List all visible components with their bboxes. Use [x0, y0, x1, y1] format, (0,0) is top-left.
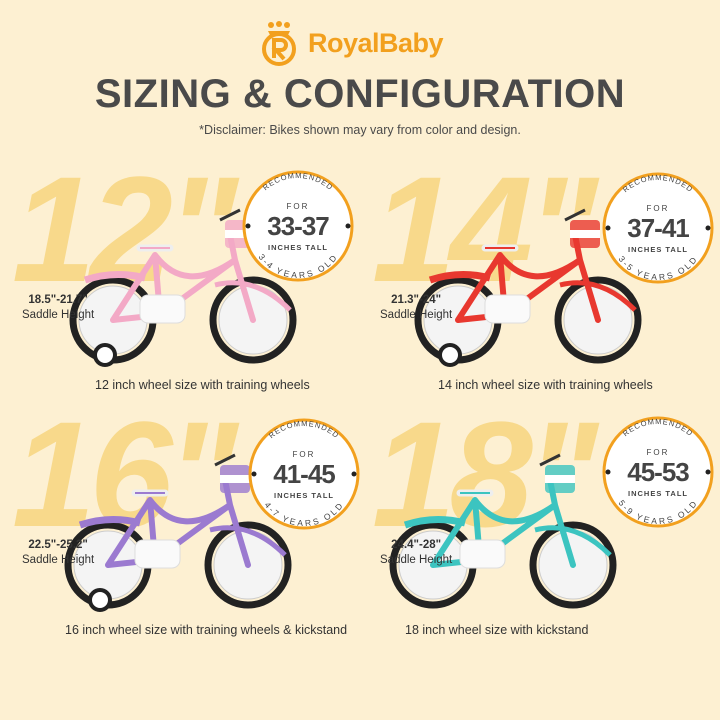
saddle-label: Saddle Height: [380, 554, 453, 566]
brand-logo: RoyalBaby: [258, 20, 444, 66]
bike-image: [389, 453, 617, 609]
recommended-height-badge: RECOMMENDED FOR 33-37 INCHES TALL 3-4 YE…: [242, 170, 354, 282]
saddle-label: Saddle Height: [380, 309, 453, 321]
crowned-r-logo-icon: [262, 21, 296, 66]
saddle-height: 24.4"-28" Saddle Height: [380, 538, 452, 568]
bike-image: [414, 208, 642, 367]
badge-for: FOR: [647, 204, 670, 213]
saddle-range: 18.5"-21.7": [28, 294, 88, 306]
wheel-size-caption: 16 inch wheel size with training wheels …: [65, 623, 348, 637]
badge-for: FOR: [287, 202, 310, 211]
bike-image: [64, 453, 292, 612]
badge-for: FOR: [293, 450, 316, 459]
saddle-label: Saddle Height: [22, 309, 95, 321]
wheel-size-caption: 12 inch wheel size with training wheels: [95, 378, 310, 392]
saddle-height: 22.5"-25.2" Saddle Height: [22, 538, 94, 568]
badge-for: FOR: [647, 448, 670, 457]
bike-image: [69, 208, 297, 367]
badge-height-range: 41-45: [273, 459, 335, 489]
saddle-height: 18.5"-21.7" Saddle Height: [22, 293, 94, 323]
saddle-height: 21.3"-24" Saddle Height: [380, 293, 452, 323]
badge-height-range: 33-37: [267, 211, 329, 241]
disclaimer: *Disclaimer: Bikes shown may vary from c…: [199, 123, 521, 137]
badge-height-range: 45-53: [627, 457, 689, 487]
badge-height-unit: INCHES TALL: [274, 491, 334, 500]
saddle-label: Saddle Height: [22, 554, 95, 566]
page-title: SIZING & CONFIGURATION: [94, 72, 626, 116]
wheel-size-caption: 14 inch wheel size with training wheels: [438, 378, 653, 392]
recommended-height-badge: RECOMMENDED FOR 41-45 INCHES TALL 4-7 YE…: [248, 418, 360, 530]
recommended-height-badge: RECOMMENDED FOR 45-53 INCHES TALL 5-9 YE…: [602, 416, 714, 528]
badge-height-unit: INCHES TALL: [268, 243, 328, 252]
recommended-height-badge: RECOMMENDED FOR 37-41 INCHES TALL 3-5 YE…: [602, 172, 714, 284]
saddle-range: 24.4"-28": [391, 539, 442, 551]
saddle-range: 22.5"-25.2": [28, 539, 88, 551]
saddle-range: 21.3"-24": [391, 294, 442, 306]
wheel-size-caption: 18 inch wheel size with kickstand: [405, 623, 589, 637]
badge-height-range: 37-41: [627, 213, 689, 243]
badge-height-unit: INCHES TALL: [628, 245, 688, 254]
brand-name: RoyalBaby: [308, 27, 444, 58]
badge-height-unit: INCHES TALL: [628, 489, 688, 498]
